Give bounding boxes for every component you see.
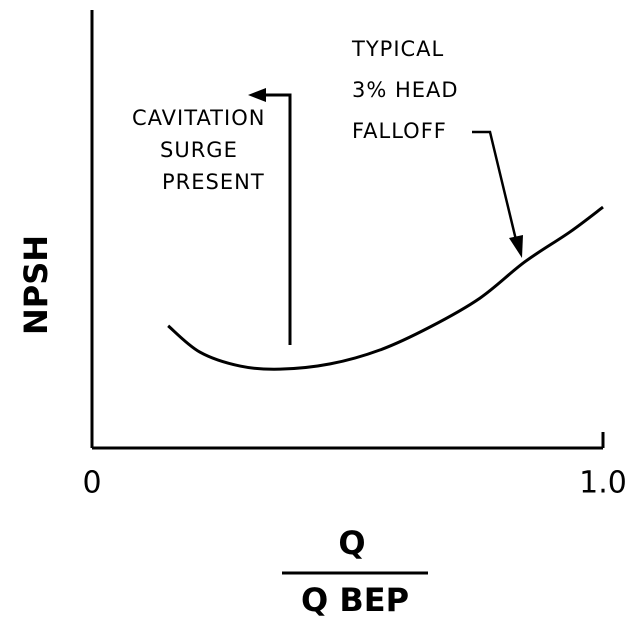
annotation-line: PRESENT <box>162 170 265 194</box>
arrow-head <box>509 235 523 258</box>
annotation-line: TYPICAL <box>351 37 444 61</box>
annotation-line: SURGE <box>160 138 238 162</box>
annotation-arrow <box>472 130 518 241</box>
annotation-arrow <box>262 93 292 345</box>
x-label-denominator: Q BEP <box>301 581 409 619</box>
annotation-line: CAVITATION <box>132 106 265 130</box>
annotation-line: FALLOFF <box>352 119 447 143</box>
y-label: NPSH <box>17 235 55 335</box>
arrow-head <box>248 88 266 102</box>
x-label-numerator: Q <box>338 524 365 562</box>
curve <box>167 205 604 371</box>
annotation-line: 3% HEAD <box>352 78 459 102</box>
x-tick-label: 1.0 <box>579 466 627 501</box>
x-tick-label: 0 <box>82 466 101 501</box>
